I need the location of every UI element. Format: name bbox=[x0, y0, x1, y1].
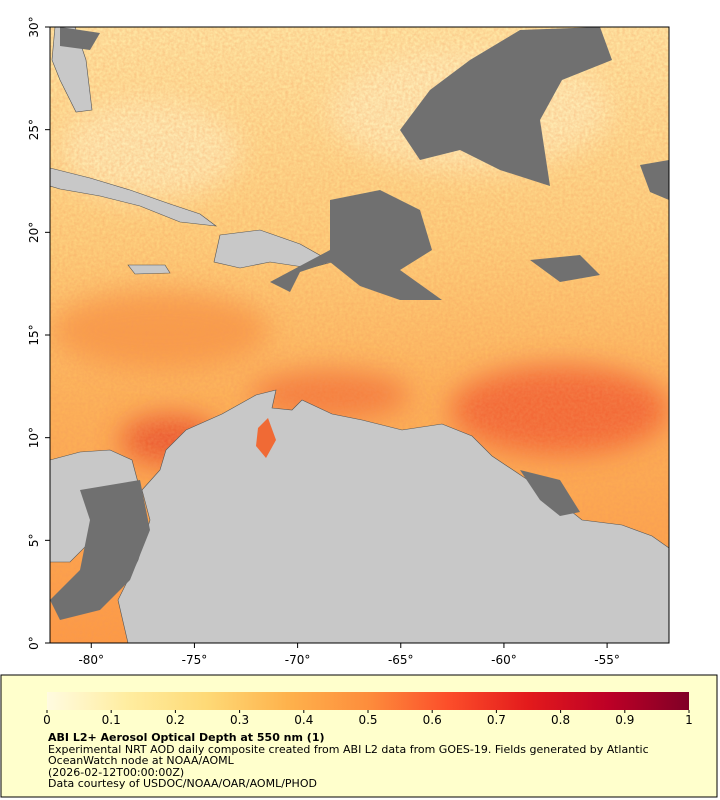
x-tick-label: -60° bbox=[491, 653, 517, 667]
colorbar-tick-label: 0.4 bbox=[294, 713, 313, 727]
x-tick-label: -80° bbox=[78, 653, 104, 667]
x-tick-label: -70° bbox=[285, 653, 311, 667]
lake bbox=[256, 418, 276, 458]
colorbar-tick-label: 0.9 bbox=[615, 713, 634, 727]
y-tick-label: 10° bbox=[27, 427, 41, 448]
x-tick-label: -65° bbox=[388, 653, 414, 667]
cloud-mask bbox=[50, 27, 669, 620]
colorbar-tick-label: 0.1 bbox=[102, 713, 121, 727]
caption-line: (2026-02-12T00:00:00Z) bbox=[48, 765, 185, 779]
map-area bbox=[50, 27, 669, 643]
colorbar-tick-label: 0.8 bbox=[551, 713, 570, 727]
colorbar bbox=[47, 692, 689, 710]
colorbar-tick-label: 0.6 bbox=[423, 713, 442, 727]
y-tick-label: 0° bbox=[27, 636, 41, 650]
x-tick-label: -75° bbox=[182, 653, 208, 667]
colorbar-tick-label: 1 bbox=[685, 713, 693, 727]
y-tick-label: 5° bbox=[27, 534, 41, 548]
caption: ABI L2+ Aerosol Optical Depth at 550 nm … bbox=[48, 732, 688, 790]
caption-line: Data courtesy of USDOC/NOAA/OAR/AOML/PHO… bbox=[48, 777, 317, 791]
caption-title: ABI L2+ Aerosol Optical Depth at 550 nm … bbox=[48, 731, 325, 744]
y-tick-label: 25° bbox=[27, 119, 41, 140]
colorbar-tick-label: 0.2 bbox=[166, 713, 185, 727]
colorbar-tick-label: 0.7 bbox=[487, 713, 506, 727]
caption-line: Experimental NRT AOD daily composite cre… bbox=[48, 742, 649, 768]
colorbar-tick-label: 0.3 bbox=[230, 713, 249, 727]
y-tick-label: 20° bbox=[27, 222, 41, 243]
x-tick-label: -55° bbox=[594, 653, 620, 667]
y-tick-label: 15° bbox=[27, 324, 41, 345]
colorbar-tick-label: 0.5 bbox=[358, 713, 377, 727]
y-tick-label: 30° bbox=[27, 16, 41, 37]
colorbar-tick-label: 0 bbox=[43, 713, 51, 727]
